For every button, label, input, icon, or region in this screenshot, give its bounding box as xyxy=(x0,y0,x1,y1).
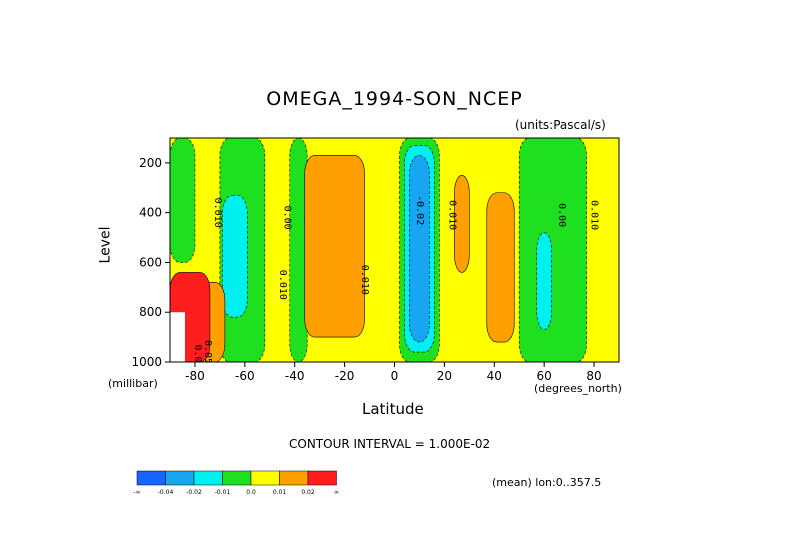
contour-region-11 xyxy=(518,138,587,362)
y-tick-label: 400 xyxy=(139,206,162,220)
no-data-region xyxy=(170,312,185,362)
colorbar: -∞ -0.04 -0.02 -0.01 0.0 0.01 0.02 ∞ xyxy=(133,470,339,496)
colorbar-label: 0.01 xyxy=(273,489,287,496)
x-axis-label: Latitude xyxy=(362,400,424,418)
units-label: (units:Pascal/s) xyxy=(515,118,606,132)
colorbar-swatch xyxy=(250,470,280,486)
y-axis-label: Level xyxy=(97,226,114,264)
colorbar-swatch xyxy=(279,470,309,486)
contour-region-8 xyxy=(409,155,430,343)
colorbar-label: 0.02 xyxy=(301,489,315,496)
colorbar-label: 0.0 xyxy=(246,489,256,496)
colorbar-label: ∞ xyxy=(334,489,339,496)
x-tick-label: -80 xyxy=(185,369,205,383)
contour-interval-label: CONTOUR INTERVAL = 1.000E-02 xyxy=(289,437,491,451)
contour-label: 0.010 xyxy=(359,265,370,295)
colorbar-label: -0.01 xyxy=(215,489,231,496)
colorbar-swatch xyxy=(193,470,223,486)
plot-area: 0.010 0.000.010 0.010-0.02 0.010 0.00 0.0100.… xyxy=(170,138,619,374)
contour-region-9 xyxy=(454,175,470,273)
x-tick-label: -20 xyxy=(335,369,355,383)
contour-label: 0.00 xyxy=(556,203,567,227)
colorbar-swatch xyxy=(307,470,337,486)
y-axis-units: (millibar) xyxy=(108,377,158,390)
colorbar-swatch xyxy=(136,470,166,486)
x-tick-label: 0 xyxy=(391,369,399,383)
axes: -80 -60 -40 -20 0 20 40 60 80 200 400 600 800 1000 xyxy=(131,137,620,383)
x-tick-label: -60 xyxy=(235,369,255,383)
x-tick-label: 60 xyxy=(537,369,552,383)
x-tick-label: 80 xyxy=(586,369,601,383)
contour-region-12 xyxy=(536,232,552,330)
contour-label: -0.02 xyxy=(414,195,425,225)
x-tick-label: -40 xyxy=(285,369,305,383)
contour-region-3 xyxy=(222,194,248,318)
y-tick-label: 1000 xyxy=(131,355,162,369)
contour-label: 0.010 xyxy=(192,344,203,374)
colorbar-swatch xyxy=(222,470,252,486)
contour-region-5 xyxy=(304,155,365,338)
y-tick-label: 200 xyxy=(139,156,162,170)
contour-region-1 xyxy=(170,138,196,263)
chart-title: OMEGA_1994-SON_NCEP xyxy=(266,88,523,110)
contour-label: 0.00 xyxy=(282,206,293,230)
colorbar-swatch xyxy=(165,470,195,486)
contour-label: 0.05 xyxy=(202,340,213,364)
contour-region-10 xyxy=(486,192,515,343)
colorbar-label: -0.04 xyxy=(158,489,174,496)
y-tick-label: 800 xyxy=(139,305,162,319)
contour-label: 0.010 xyxy=(589,200,600,230)
y-tick-label: 600 xyxy=(139,255,162,269)
contour-label: 0.010 xyxy=(277,270,288,300)
contour-label: 0.010 xyxy=(446,200,457,230)
colorbar-label: -∞ xyxy=(133,489,140,496)
mean-longitude-label: (mean) lon:0..357.5 xyxy=(492,476,602,489)
contour-label: 0.010 xyxy=(212,198,223,228)
colorbar-label: -0.02 xyxy=(186,489,202,496)
x-axis-units: (degrees_north) xyxy=(534,382,622,395)
x-tick-label: 40 xyxy=(487,369,502,383)
x-tick-label: 20 xyxy=(437,369,452,383)
